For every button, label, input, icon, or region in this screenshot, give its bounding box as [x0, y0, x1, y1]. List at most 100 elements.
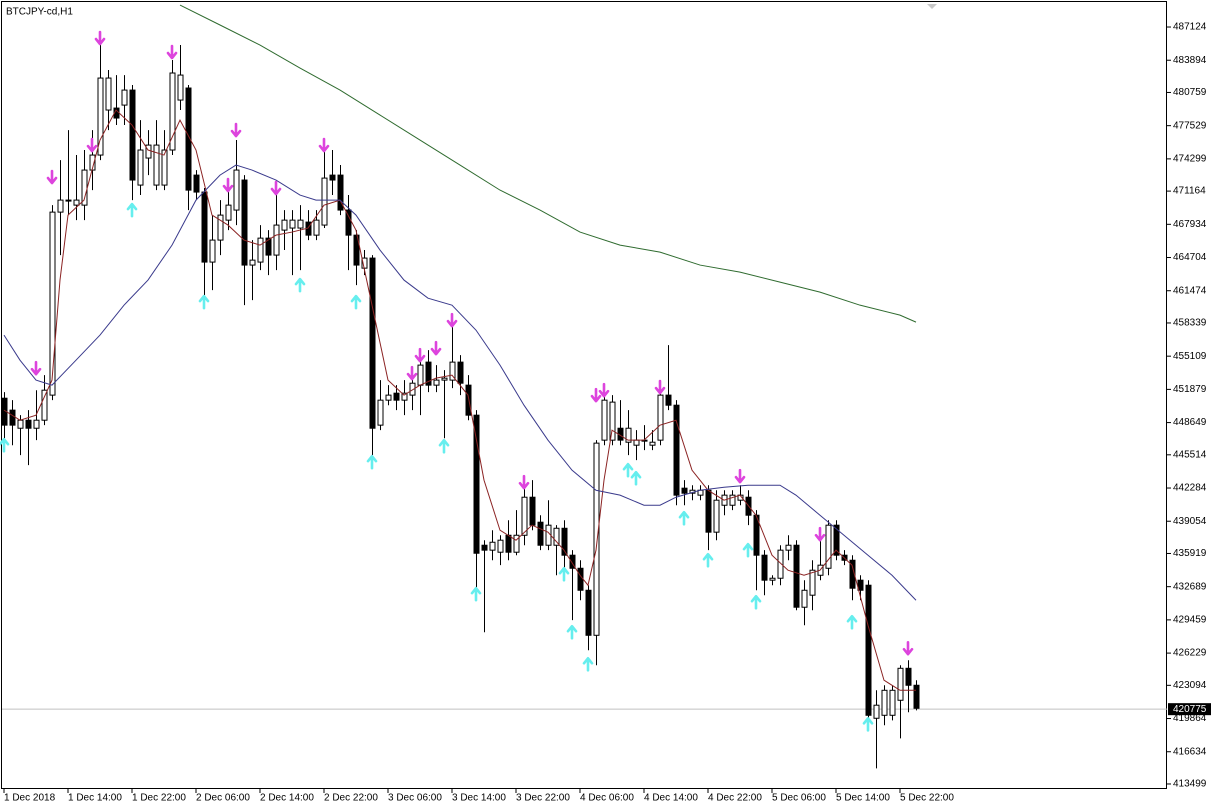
candle-body — [17, 419, 24, 429]
buy-arrow — [742, 542, 754, 558]
shift-marker — [927, 4, 937, 9]
y-tick-label: 439054 — [1173, 516, 1207, 527]
y-tick-label: 429459 — [1173, 615, 1207, 626]
candle-body — [313, 219, 320, 236]
y-tick-label: 442284 — [1173, 483, 1207, 494]
buy-arrow — [566, 624, 578, 640]
sell-arrow — [414, 347, 426, 363]
buy-arrow — [630, 470, 642, 486]
candle-body — [649, 441, 656, 446]
x-tick-label: 4 Dec 22:00 — [708, 793, 762, 804]
candle-body — [345, 209, 352, 236]
candle-body — [633, 439, 640, 446]
moving-average — [179, 4, 917, 323]
candle-body — [665, 394, 672, 406]
plot-frame — [1, 1, 1167, 789]
candle-body — [217, 214, 224, 241]
y-tick-label: 448649 — [1173, 417, 1207, 428]
candle-body — [377, 399, 384, 426]
candle-body — [257, 237, 264, 263]
candle-body — [681, 487, 688, 494]
candle-body — [105, 77, 112, 111]
y-tick-label: 461474 — [1173, 285, 1207, 296]
candle-body — [705, 489, 712, 533]
y-tick-label: 426229 — [1173, 648, 1207, 659]
candle-body — [497, 539, 504, 553]
current-price-label: 420775 — [1173, 704, 1207, 715]
candle-body — [769, 577, 776, 581]
candle-body — [329, 174, 336, 181]
x-tick-label: 4 Dec 06:00 — [580, 793, 634, 804]
candle-body — [593, 442, 600, 636]
moving-average — [3, 164, 917, 601]
candle-body — [489, 541, 496, 551]
sell-arrow — [814, 526, 826, 542]
candle-body — [897, 667, 904, 701]
y-tick-label: 451879 — [1173, 384, 1207, 395]
x-tick-label: 2 Dec 22:00 — [324, 793, 378, 804]
candle-body — [785, 544, 792, 551]
candle-body — [169, 72, 176, 151]
candle-body — [57, 199, 64, 213]
candle-body — [393, 392, 400, 401]
candle-body — [449, 361, 456, 381]
moving-average — [3, 109, 916, 691]
x-tick-label: 5 Dec 22:00 — [900, 793, 954, 804]
candle-body — [761, 554, 768, 581]
buy-arrow — [702, 552, 714, 568]
candle-body — [849, 559, 856, 589]
candle-body — [49, 211, 56, 396]
candle-body — [417, 364, 424, 386]
x-tick-label: 5 Dec 14:00 — [836, 793, 890, 804]
candle-body — [201, 191, 208, 263]
y-tick-label: 458339 — [1173, 318, 1207, 329]
candle-body — [209, 239, 216, 263]
current-price-box — [1168, 703, 1211, 716]
y-tick-label: 464704 — [1173, 252, 1207, 263]
candle-body — [249, 259, 256, 266]
y-tick-label: 487124 — [1173, 22, 1207, 33]
x-tick-label: 3 Dec 14:00 — [452, 793, 506, 804]
candle-body — [153, 144, 160, 186]
candle-body — [161, 149, 168, 186]
sell-arrow — [518, 474, 530, 490]
x-tick-label: 3 Dec 22:00 — [516, 793, 570, 804]
x-tick-label: 2 Dec 06:00 — [196, 793, 250, 804]
sell-arrow — [902, 640, 914, 656]
buy-arrow — [350, 294, 362, 310]
x-tick-label: 2 Dec 14:00 — [260, 793, 314, 804]
candle-body — [9, 409, 16, 426]
candle-body — [833, 524, 840, 556]
buy-arrow — [582, 656, 594, 672]
candle-body — [97, 77, 104, 156]
candle-body — [65, 199, 72, 202]
y-tick-label: 413499 — [1173, 779, 1207, 790]
buy-arrow — [126, 202, 138, 218]
buy-arrow — [846, 614, 858, 630]
candle-body — [281, 219, 288, 231]
candle-body — [321, 177, 328, 226]
sell-arrow — [318, 137, 330, 153]
buy-arrow — [470, 586, 482, 602]
candle-body — [585, 589, 592, 636]
sell-arrow — [406, 365, 418, 381]
candle-body — [529, 496, 536, 526]
candle-body — [409, 382, 416, 396]
buy-arrow — [198, 294, 210, 310]
sell-arrow — [598, 382, 610, 398]
sell-arrow — [94, 30, 106, 46]
candle-body — [537, 521, 544, 546]
candle-body — [873, 704, 880, 719]
candle-body — [577, 567, 584, 591]
sell-arrow — [590, 387, 602, 403]
candle-body — [473, 414, 480, 554]
candle-body — [41, 389, 48, 421]
candle-body — [521, 496, 528, 536]
candle-body — [713, 499, 720, 533]
candle-body — [561, 527, 568, 556]
candle-body — [33, 419, 40, 429]
candle-body — [137, 149, 144, 186]
candle-body — [433, 379, 440, 386]
